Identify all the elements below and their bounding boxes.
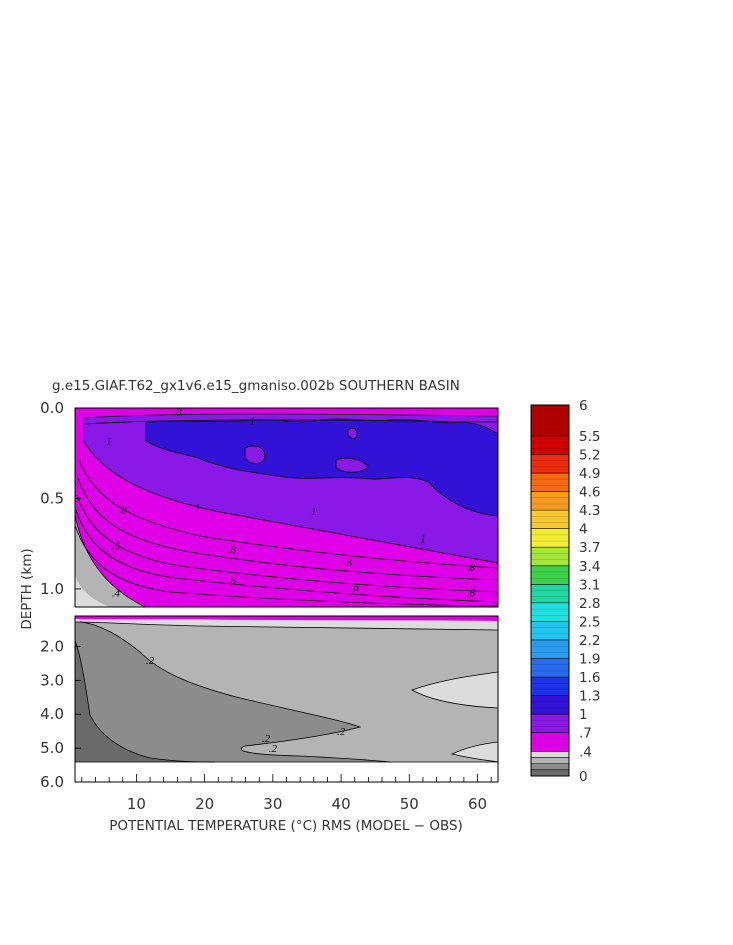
colorbar-band <box>531 473 569 492</box>
colorbar-band <box>531 584 569 603</box>
y-tick-label: 3.0 <box>40 671 64 689</box>
contour-label: 1 <box>420 533 426 545</box>
colorbar-band <box>531 751 569 758</box>
y-tick-label: 0.5 <box>40 489 64 507</box>
colorbar-band <box>531 639 569 659</box>
colorbar-label: 1 <box>579 707 588 723</box>
contour-label: .2 <box>269 743 278 755</box>
chart-title: g.e15.GIAF.T62_gx1v6.e15_gmaniso.002b SO… <box>52 378 460 394</box>
x-axis: 10 20 30 40 50 60 <box>81 774 492 813</box>
colorbar-label: 1.9 <box>579 652 600 668</box>
colorbar-label: 2.2 <box>579 633 600 649</box>
y-tick-label: 1.0 <box>40 580 64 598</box>
colorbar-band <box>531 528 569 548</box>
colorbar-label: 1.6 <box>579 670 600 686</box>
y-tick-label: 6.0 <box>40 773 64 791</box>
y-axis-label: DEPTH (km) <box>19 548 35 629</box>
colorbar-band <box>531 757 569 764</box>
contour-label: .8 <box>119 504 128 516</box>
contour-label: .2 <box>337 726 346 738</box>
colorbar-label: 4.3 <box>579 503 600 519</box>
contour-label: .2 <box>146 655 155 667</box>
colorbar-label: .7 <box>579 726 592 742</box>
colorbar-label: 3.4 <box>579 559 600 575</box>
colorbar-label: 4.6 <box>579 485 600 501</box>
colorbar-label: 6 <box>579 398 588 414</box>
colorbar-band <box>531 732 569 752</box>
colorbar-band <box>531 510 569 529</box>
lower-panel: .2.2.2.2 <box>75 616 498 782</box>
colorbar-band <box>531 602 569 622</box>
contour-label: 1 <box>250 416 256 428</box>
colorbar-band <box>531 405 569 436</box>
colorbar-band <box>531 695 569 715</box>
colorbar-label: 5.2 <box>579 447 600 463</box>
x-tick-label: 30 <box>263 795 282 813</box>
colorbar-band <box>531 547 569 566</box>
contour-label: 1 <box>311 506 317 518</box>
y-tick-label: 2.0 <box>40 637 64 655</box>
contour-label: 1 <box>195 503 201 515</box>
colorbar-label: 4 <box>579 522 588 538</box>
x-tick-label: 10 <box>127 795 146 813</box>
colorbar-band <box>531 621 569 640</box>
contour-label: .8 <box>467 562 476 574</box>
colorbar-band <box>531 491 569 511</box>
colorbar-label: 3.1 <box>579 577 600 593</box>
contour-label: .8 <box>173 407 182 419</box>
contour-label: 1 <box>106 436 112 448</box>
contour-label: .6 <box>467 588 476 600</box>
x-axis-label: POTENTIAL TEMPERATURE (°C) RMS (MODEL − … <box>109 818 463 834</box>
colorbar-band <box>531 435 569 455</box>
y-axis: 0.0 0.5 1.0 2.0 3.0 4.0 5.0 6.0 <box>40 399 81 791</box>
x-tick-label: 50 <box>400 795 419 813</box>
contour-label: .6 <box>351 582 360 594</box>
colorbar-band <box>531 565 569 585</box>
colorbar-frame <box>530 404 570 777</box>
colorbar-band <box>531 714 569 733</box>
contour-label: .2 <box>262 733 271 745</box>
colorbar-band <box>531 658 569 678</box>
contour-label: .8 <box>344 557 353 569</box>
contour-label: .4 <box>112 588 121 600</box>
y-tick-label: 0.0 <box>40 399 64 417</box>
x-tick-label: 20 <box>195 795 214 813</box>
contour-label: .6 <box>112 540 121 552</box>
x-tick-label: 40 <box>332 795 351 813</box>
colorbar-band <box>531 763 569 770</box>
colorbar-label: 1.3 <box>579 689 600 705</box>
colorbar-band <box>531 769 569 776</box>
colorbar-label: 2.5 <box>579 614 600 630</box>
colorbar-band <box>531 677 569 696</box>
contour-labels-lower: .2.2.2.2 <box>146 655 346 755</box>
colorbar-label: 4.9 <box>579 466 600 482</box>
colorbar-label: 0 <box>579 769 588 785</box>
contour-label: .8 <box>228 544 237 556</box>
colorbar-label: .4 <box>579 744 592 760</box>
colorbar-label: 2.8 <box>579 596 600 612</box>
colorbar-label: 3.7 <box>579 540 600 556</box>
contour-label: .6 <box>228 575 237 587</box>
colorbar-label: 5.5 <box>579 429 600 445</box>
colorbar-band <box>531 454 569 474</box>
x-tick-label: 60 <box>468 795 487 813</box>
y-tick-label: 5.0 <box>40 739 64 757</box>
y-tick-label: 4.0 <box>40 705 64 723</box>
colorbar: 6 5.5 5.2 4.9 4.6 4.3 4 3.7 3.4 3.1 2.8 2.5 2.2 1.9 1.… <box>530 398 600 785</box>
